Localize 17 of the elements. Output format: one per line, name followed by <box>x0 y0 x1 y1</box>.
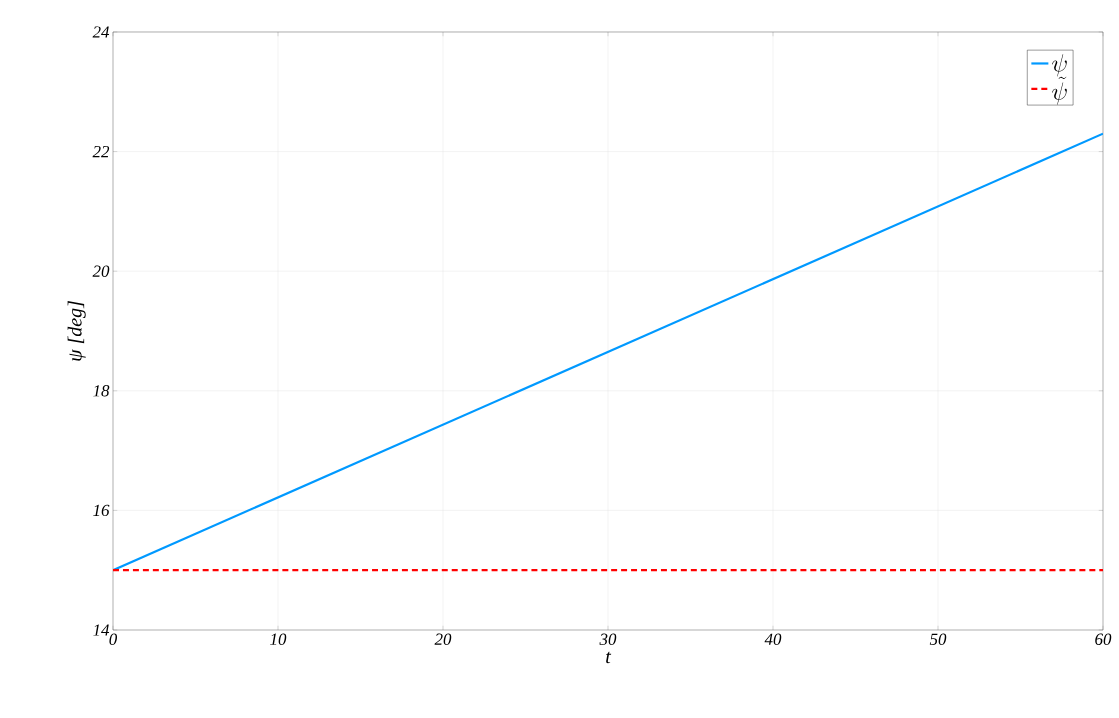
x-tick-label: 10 <box>270 633 287 645</box>
y-tick-label: 16 <box>93 504 110 517</box>
legend-label: $\psi$ <box>1052 54 1067 77</box>
x-tick-label: 20 <box>434 633 452 645</box>
x-axis-title: t <box>606 651 612 664</box>
x-tick-label: 60 <box>1095 633 1112 645</box>
y-tick-label: 18 <box>93 385 110 397</box>
x-tick-label: 0 <box>109 633 118 645</box>
y-tick-label: 22 <box>92 145 110 158</box>
y-tick-label: 20 <box>92 265 110 277</box>
y-axis-title: ψ [deg] <box>67 301 86 361</box>
x-tick-label: 50 <box>929 633 947 645</box>
legend-label: $\tilde{\psi}$ <box>1052 76 1067 105</box>
y-tick-label: 24 <box>92 26 110 38</box>
y-tick-label: 14 <box>93 624 110 636</box>
x-tick-label: 30 <box>599 633 617 645</box>
x-tick-label: 40 <box>764 633 782 645</box>
